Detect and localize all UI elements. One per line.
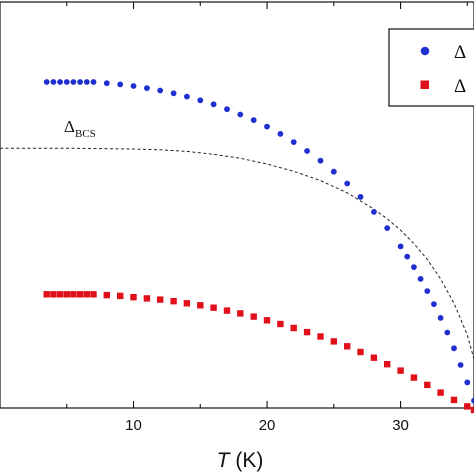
data-point-square — [117, 292, 124, 300]
data-point-circle — [417, 276, 424, 282]
data-point-square — [50, 291, 57, 298]
data-point-square — [43, 291, 50, 298]
data-point-square — [83, 291, 90, 298]
data-point-square — [183, 300, 191, 307]
data-point-square — [303, 328, 311, 336]
legend-marker-square — [420, 80, 429, 89]
bcs-annotation: ΔBCS — [64, 117, 96, 140]
x-tick-label: 30 — [392, 417, 409, 434]
data-point-square — [157, 296, 164, 303]
data-point-circle — [464, 379, 471, 386]
data-point-circle — [444, 329, 451, 336]
data-point-square — [70, 291, 77, 298]
data-point-circle — [197, 97, 204, 104]
data-point-square — [143, 295, 151, 302]
plot-frame — [0, 1, 474, 409]
data-point-circle — [250, 117, 257, 123]
data-point-circle — [404, 253, 411, 260]
data-point-circle — [43, 79, 50, 85]
data-point-square — [170, 298, 177, 305]
data-point-square — [223, 307, 231, 314]
data-point-square — [76, 291, 84, 298]
data-point-circle — [451, 345, 457, 352]
data-point-circle — [397, 243, 404, 250]
data-point-square — [317, 333, 324, 340]
data-point-circle — [50, 79, 57, 85]
data-point-square — [130, 294, 137, 301]
data-point-square — [464, 403, 471, 410]
data-point-square — [56, 291, 64, 298]
data-point-square — [197, 302, 204, 309]
data-point-square — [397, 367, 404, 374]
data-point-circle — [144, 85, 150, 91]
data-point-circle — [237, 111, 244, 118]
data-point-square — [263, 317, 271, 324]
data-point-circle — [184, 93, 190, 100]
data-point-circle — [57, 79, 63, 85]
data-point-circle — [70, 79, 77, 85]
data-point-circle — [117, 81, 124, 88]
bcs-curve — [0, 147, 474, 360]
data-point-circle — [103, 80, 110, 87]
data-point-square — [424, 381, 431, 389]
data-point-square — [470, 406, 474, 414]
data-point-circle — [63, 79, 70, 85]
data-point-circle — [170, 90, 177, 97]
data-point-circle — [277, 131, 284, 137]
data-point-square — [344, 343, 351, 350]
data-point-circle — [437, 315, 444, 321]
axis-ticks: 10 20 30 — [66, 2, 468, 434]
data-point-square — [63, 291, 70, 298]
data-point-square — [450, 396, 458, 404]
data-point-circle — [371, 209, 377, 215]
data-point-circle — [344, 180, 351, 187]
data-point-circle — [83, 79, 90, 85]
data-point-circle — [77, 79, 83, 85]
data-point-circle — [457, 362, 464, 368]
data-point-square — [370, 354, 378, 361]
x-tick-label: 10 — [125, 417, 142, 434]
data-point-circle — [431, 301, 437, 307]
data-point-circle — [224, 106, 230, 113]
data-point-circle — [210, 101, 217, 108]
data-point-square — [103, 291, 110, 299]
data-point-circle — [304, 148, 310, 154]
x-tick-label: 20 — [259, 417, 276, 434]
legend-marker-circle — [420, 46, 430, 56]
bcs-curve-line — [0, 147, 474, 360]
series-circles — [43, 79, 474, 404]
legend-label-circle: Δ — [454, 42, 466, 63]
legend: Δ Δ — [388, 28, 474, 107]
data-point-circle — [424, 288, 431, 294]
data-point-square — [277, 320, 284, 328]
series-squares — [43, 291, 474, 414]
legend-label-square: Δ — [454, 76, 466, 97]
data-point-square — [357, 348, 364, 356]
data-point-square — [410, 374, 418, 381]
data-point-circle — [290, 139, 297, 146]
data-point-circle — [330, 168, 337, 175]
legend-box — [388, 28, 474, 107]
data-point-square — [437, 389, 444, 396]
data-point-circle — [384, 225, 391, 232]
data-point-square — [330, 338, 337, 345]
data-point-square — [210, 304, 217, 311]
data-point-square — [90, 291, 97, 298]
data-point-circle — [90, 79, 97, 85]
data-point-circle — [471, 397, 474, 404]
data-point-square — [250, 313, 257, 320]
data-point-circle — [317, 157, 324, 164]
data-point-square — [384, 361, 391, 368]
data-point-circle — [157, 87, 164, 94]
data-point-square — [237, 310, 244, 317]
data-point-circle — [357, 194, 364, 200]
x-axis-title: T (K) — [217, 449, 264, 472]
data-point-square — [290, 324, 297, 332]
data-point-circle — [264, 123, 270, 130]
data-point-circle — [130, 83, 137, 89]
data-point-circle — [411, 264, 417, 270]
